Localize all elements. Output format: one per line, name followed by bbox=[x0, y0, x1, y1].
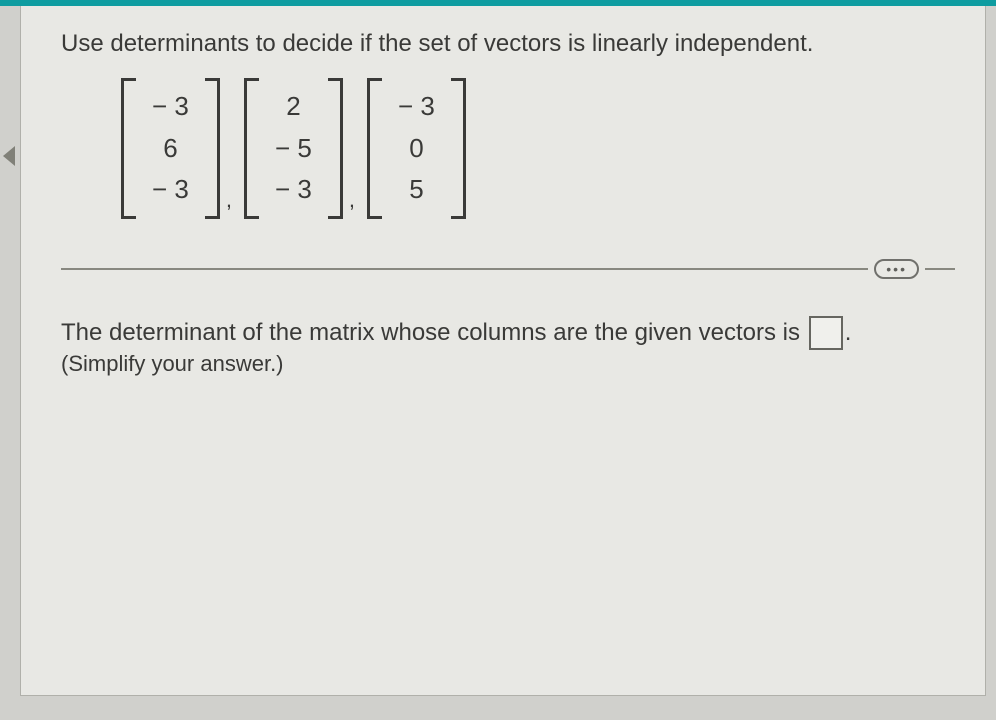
vector-2: 2 − 5 − 3 bbox=[244, 78, 343, 219]
vector-entry: 0 bbox=[398, 128, 435, 170]
vector-entry: 5 bbox=[398, 169, 435, 211]
divider-line bbox=[61, 268, 868, 270]
vector-entry: 6 bbox=[152, 128, 189, 170]
vector-entry: − 3 bbox=[152, 86, 189, 128]
divider-row: ••• bbox=[61, 259, 955, 279]
bracket-left-icon bbox=[121, 78, 136, 219]
divider-line bbox=[925, 268, 955, 270]
bracket-right-icon bbox=[205, 78, 220, 219]
bracket-left-icon bbox=[367, 78, 382, 219]
bracket-left-icon bbox=[244, 78, 259, 219]
separator-comma: , bbox=[349, 187, 355, 213]
vector-entry: − 3 bbox=[152, 169, 189, 211]
more-dots-button[interactable]: ••• bbox=[874, 259, 919, 279]
separator-comma: , bbox=[226, 187, 232, 213]
hint-text: (Simplify your answer.) bbox=[61, 351, 955, 377]
vector-entry: − 3 bbox=[275, 169, 312, 211]
vectors-row: − 3 6 − 3 , 2 − 5 − 3 , − 3 0 5 bbox=[121, 78, 955, 219]
vector-1: − 3 6 − 3 bbox=[121, 78, 220, 219]
vector-3: − 3 0 5 bbox=[367, 78, 466, 219]
answer-prompt-pre: The determinant of the matrix whose colu… bbox=[61, 319, 807, 346]
bracket-right-icon bbox=[451, 78, 466, 219]
vector-entry: − 3 bbox=[398, 86, 435, 128]
vector-entry: 2 bbox=[275, 86, 312, 128]
previous-triangle-icon[interactable] bbox=[3, 146, 15, 166]
answer-prompt-post: . bbox=[845, 319, 852, 346]
answer-prompt: The determinant of the matrix whose colu… bbox=[61, 315, 955, 351]
question-panel: Use determinants to decide if the set of… bbox=[20, 6, 986, 696]
instruction-text: Use determinants to decide if the set of… bbox=[61, 30, 955, 58]
bracket-right-icon bbox=[328, 78, 343, 219]
answer-input-box[interactable] bbox=[809, 316, 843, 350]
vector-entry: − 5 bbox=[275, 128, 312, 170]
